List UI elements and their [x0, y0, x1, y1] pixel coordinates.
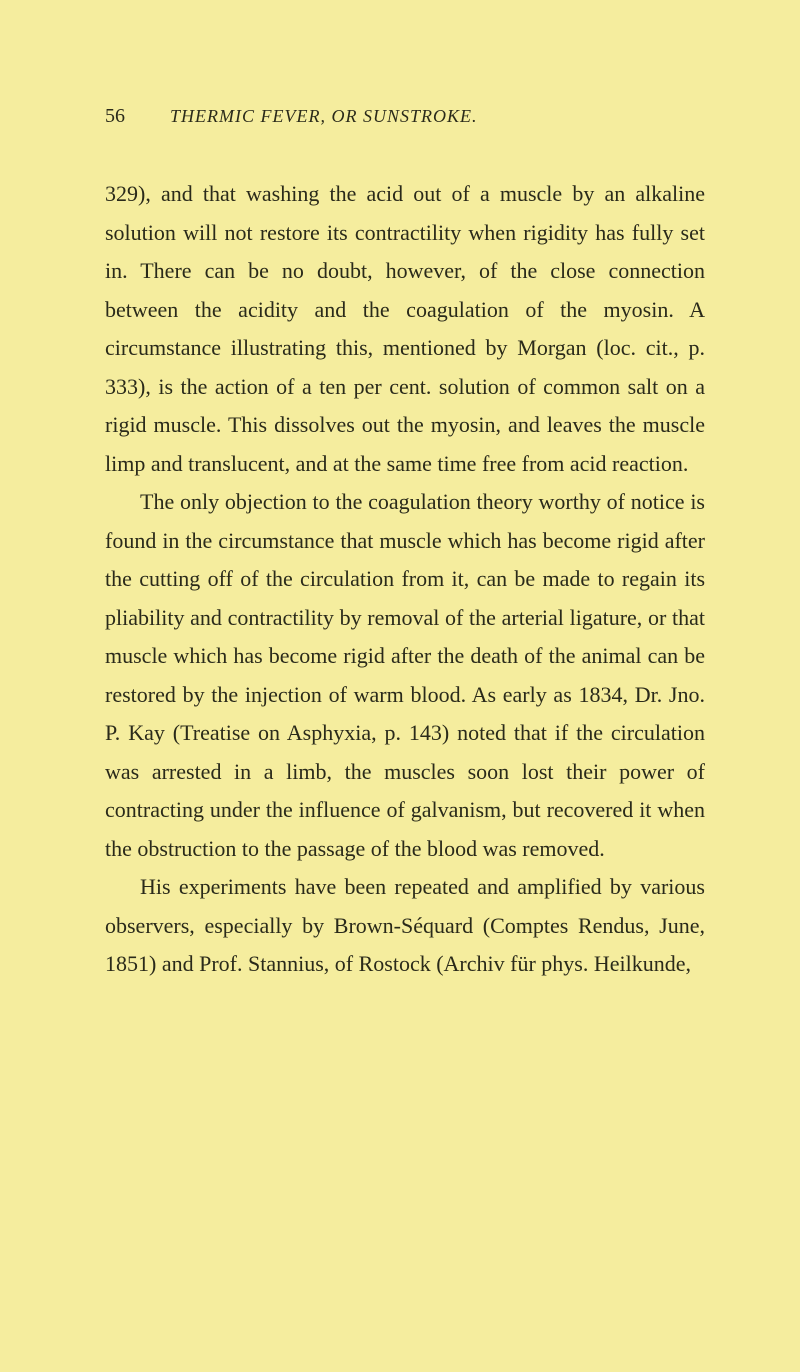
paragraph-3: His experiments have been repeated and a… [105, 868, 705, 984]
page-number: 56 [105, 105, 125, 128]
page-header: 56 THERMIC FEVER, OR SUNSTROKE. [105, 105, 705, 175]
body-content: 329), and that washing the acid out of a… [105, 175, 705, 984]
paragraph-2: The only objection to the coagulation th… [105, 483, 705, 868]
header-title: THERMIC FEVER, OR SUNSTROKE. [170, 106, 477, 127]
paragraph-1: 329), and that washing the acid out of a… [105, 175, 705, 483]
